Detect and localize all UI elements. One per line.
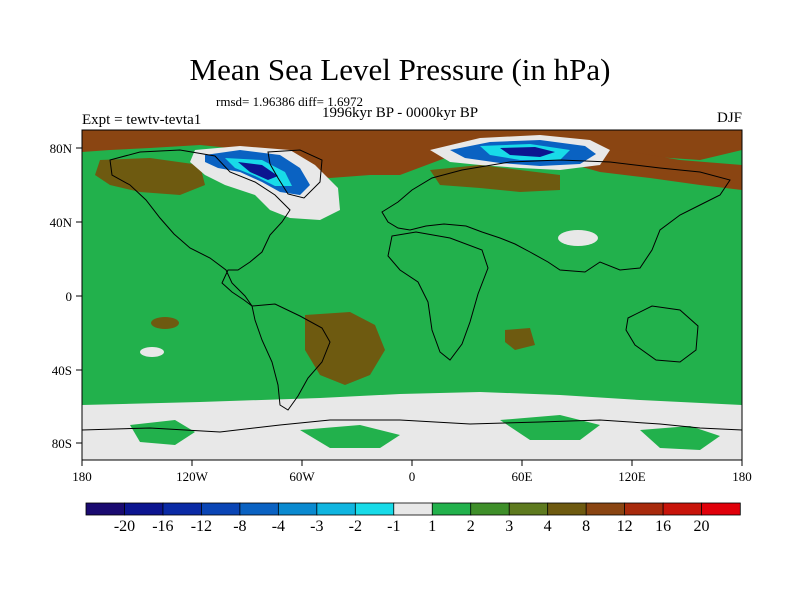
- x-tick-label: 180: [732, 469, 752, 484]
- colorbar-label: 3: [505, 518, 514, 535]
- x-tick-label: 120W: [176, 469, 209, 484]
- field-white-patch-pacific: [140, 347, 164, 357]
- y-axis-labels: 80N 40N 0 40S 80S: [50, 141, 73, 451]
- field-olive-patch-africa: [505, 328, 535, 350]
- colorbar-swatch: [277, 502, 318, 516]
- experiment-label: Expt = tewtv-tevta1: [82, 112, 202, 128]
- x-tick-label: 60E: [512, 469, 533, 484]
- colorbar-label: -12: [190, 518, 213, 535]
- colorbar: [85, 502, 741, 516]
- colorbar-swatch: [393, 502, 433, 516]
- colorbar-swatch: [239, 502, 280, 516]
- field-olive-patch-pacific: [151, 317, 179, 329]
- colorbar-label: -8: [233, 518, 247, 535]
- colorbar-swatch: [585, 502, 626, 516]
- coast-europe-asia: [381, 159, 731, 273]
- x-axis-labels: 180 120W 60W 0 60E 120E 180: [72, 469, 752, 484]
- coast-australia: [625, 305, 699, 363]
- colorbar-label: -3: [310, 518, 324, 535]
- y-tick-label: 0: [66, 289, 73, 304]
- coast-north-america: [109, 149, 291, 307]
- colorbar-swatch: [85, 502, 126, 516]
- colorbar-swatch: [701, 502, 741, 516]
- field-greenland-navy: [238, 162, 278, 180]
- y-tick-label: 80N: [50, 141, 73, 156]
- colorbar-swatch: [624, 502, 664, 516]
- colorbar-swatch: [124, 502, 164, 516]
- colorbar-swatch: [662, 502, 703, 516]
- field-southern-white: [82, 392, 742, 460]
- colorbar-label: 1: [428, 518, 437, 535]
- field-siberia-navy: [500, 147, 555, 157]
- x-tick-label: 180: [72, 469, 92, 484]
- colorbar-swatch: [201, 502, 241, 516]
- colorbar-label: -20: [113, 518, 136, 535]
- colorbar-label: 8: [582, 518, 591, 535]
- map-field: [82, 130, 742, 460]
- coastlines: [82, 149, 742, 433]
- colorbar-swatch: [508, 502, 549, 516]
- coast-antarctica: [82, 419, 742, 433]
- season-label: DJF: [716, 110, 742, 126]
- colorbar-label: 2: [466, 518, 475, 535]
- field-arctic-brown-2: [560, 150, 742, 190]
- field-antarctic-green-2: [300, 425, 400, 448]
- colorbar-swatch: [162, 502, 203, 516]
- colorbar-swatch: [316, 502, 356, 516]
- field-antarctic-green-4: [640, 426, 720, 450]
- field-olive-patch-sam: [305, 312, 385, 385]
- coast-south-america: [251, 303, 331, 411]
- colorbar-swatch: [470, 502, 510, 516]
- x-tick-label: 120E: [618, 469, 646, 484]
- colorbar-label: -16: [152, 518, 174, 535]
- colorbar-label: 16: [655, 518, 672, 535]
- axis-ticks: [76, 147, 743, 466]
- period-label: 1996kyr BP - 0000kyr BP: [322, 105, 479, 121]
- chart-title: Mean Sea Level Pressure (in hPa): [189, 52, 611, 87]
- field-antarctic-green-1: [130, 420, 195, 445]
- field-olive-patch-asia: [430, 165, 560, 192]
- colorbar-label: 12: [616, 518, 633, 535]
- colorbar-swatch: [547, 502, 587, 516]
- y-tick-label: 40N: [50, 215, 73, 230]
- colorbar-label: 4: [543, 518, 552, 535]
- x-tick-label: 60W: [289, 469, 315, 484]
- coast-greenland: [267, 149, 323, 199]
- colorbar-swatch: [431, 502, 472, 516]
- colorbar-swatch: [354, 502, 395, 516]
- colorbar-label: -2: [348, 518, 362, 535]
- colorbar-label: -4: [271, 518, 286, 535]
- y-tick-label: 80S: [52, 436, 72, 451]
- stats-text: rmsd= 1.96386 diff= 1.6972: [216, 94, 363, 109]
- colorbar-label: -1: [387, 518, 401, 535]
- y-tick-label: 40S: [52, 363, 72, 378]
- x-tick-label: 0: [409, 469, 416, 484]
- coast-africa: [387, 231, 489, 361]
- field-olive-patch-na: [95, 158, 205, 195]
- colorbar-label: 20: [693, 518, 710, 535]
- field-white-patch-asia: [558, 230, 598, 246]
